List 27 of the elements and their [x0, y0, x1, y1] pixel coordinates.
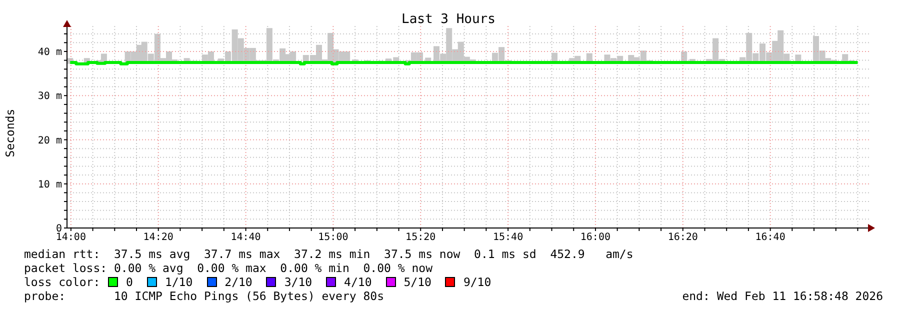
x-tick-label: 14:40	[230, 232, 261, 244]
x-tick-label: 16:40	[755, 232, 786, 244]
text: 2/10	[224, 275, 252, 289]
x-tick-label: 14:20	[143, 232, 174, 244]
text: packet loss: 0.00 % avg 0.00 % max 0.00 % min 0.00 % now	[24, 261, 432, 275]
text: median rtt: 37.5 ms avg 37.7 ms max 37.2 ms min 37.5 ms now 0.1 ms sd 452.9 am/s	[24, 247, 634, 261]
text: 4/10	[343, 275, 372, 289]
y-tick-label: 40 m	[38, 47, 62, 58]
x-tick-label: 15:00	[318, 232, 348, 244]
x-tick-label: 15:20	[406, 232, 436, 244]
x-tick-label: 15:40	[492, 232, 524, 244]
y-tick-label: 10 m	[38, 179, 62, 190]
text: loss color:	[24, 275, 100, 289]
x-tick-label: 16:20	[668, 232, 698, 244]
y-axis-title: Seconds	[3, 108, 18, 158]
text: 5/10	[402, 275, 432, 289]
x-tick-label: 14:00	[56, 232, 86, 244]
text: 1/10	[164, 275, 193, 289]
text: probe: 10 ICMP Echo Pings (56 Bytes) every 80s	[24, 289, 384, 303]
x-tick-label: 16:00	[580, 232, 611, 244]
y-tick-label: 20 m	[38, 135, 62, 146]
chart-title: Last 3 Hours	[400, 12, 496, 27]
text: 9/10	[462, 275, 492, 289]
text: end: Wed Feb 11 16:58:48 2026	[682, 289, 883, 303]
text: 0	[125, 275, 133, 289]
text: 3/10	[283, 275, 312, 289]
y-tick-label: 30 m	[38, 91, 62, 102]
